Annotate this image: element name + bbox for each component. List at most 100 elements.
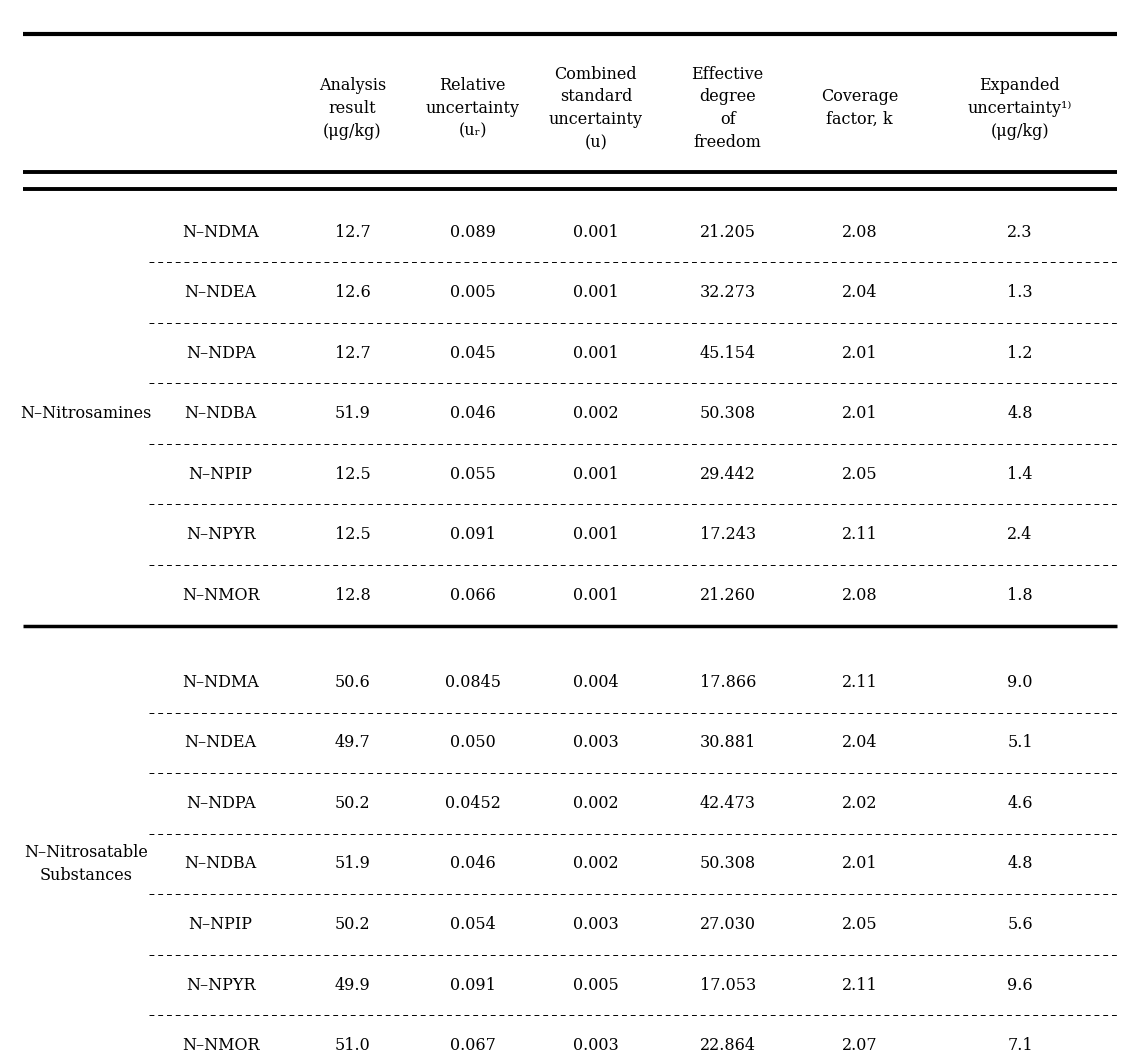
Text: N–NDMA: N–NDMA [182, 673, 259, 691]
Text: Analysis
result
(μg/kg): Analysis result (μg/kg) [319, 76, 386, 140]
Text: 17.866: 17.866 [699, 673, 756, 691]
Text: 0.050: 0.050 [450, 734, 495, 752]
Text: 51.9: 51.9 [335, 855, 370, 873]
Text: 12.6: 12.6 [335, 284, 370, 302]
Text: 2.11: 2.11 [841, 526, 878, 544]
Text: 0.003: 0.003 [573, 734, 619, 752]
Text: 45.154: 45.154 [700, 344, 755, 362]
Text: 4.8: 4.8 [1007, 855, 1033, 873]
Text: 1.3: 1.3 [1007, 284, 1033, 302]
Text: 0.046: 0.046 [450, 855, 495, 873]
Text: 17.243: 17.243 [700, 526, 755, 544]
Text: 0.005: 0.005 [573, 976, 619, 994]
Text: N–NMOR: N–NMOR [182, 1037, 259, 1055]
Text: N–NDPA: N–NDPA [186, 344, 256, 362]
Text: 1.2: 1.2 [1007, 344, 1033, 362]
Text: N–NMOR: N–NMOR [182, 586, 259, 604]
Text: 0.003: 0.003 [573, 915, 619, 933]
Text: 0.002: 0.002 [573, 794, 619, 812]
Text: 51.0: 51.0 [335, 1037, 370, 1055]
Text: 30.881: 30.881 [699, 734, 756, 752]
Text: 2.04: 2.04 [842, 734, 877, 752]
Text: 32.273: 32.273 [700, 284, 755, 302]
Text: N–NPYR: N–NPYR [186, 526, 256, 544]
Text: 2.08: 2.08 [841, 586, 878, 604]
Text: Combined
standard
uncertainty
(u): Combined standard uncertainty (u) [549, 66, 643, 151]
Text: 51.9: 51.9 [335, 405, 370, 423]
Text: 2.07: 2.07 [841, 1037, 878, 1055]
Text: 2.01: 2.01 [841, 405, 878, 423]
Text: 0.002: 0.002 [573, 855, 619, 873]
Text: 12.7: 12.7 [335, 223, 370, 241]
Text: 0.001: 0.001 [573, 465, 619, 483]
Text: 0.001: 0.001 [573, 223, 619, 241]
Text: 2.05: 2.05 [841, 465, 878, 483]
Text: 0.005: 0.005 [450, 284, 495, 302]
Text: 2.08: 2.08 [841, 223, 878, 241]
Text: 9.0: 9.0 [1007, 673, 1033, 691]
Text: 2.05: 2.05 [841, 915, 878, 933]
Text: 49.7: 49.7 [335, 734, 370, 752]
Text: 0.0452: 0.0452 [445, 794, 501, 812]
Text: 0.091: 0.091 [449, 526, 496, 544]
Text: 50.2: 50.2 [335, 794, 370, 812]
Text: Relative
uncertainty
(uᵣ): Relative uncertainty (uᵣ) [425, 76, 520, 140]
Text: N–NPYR: N–NPYR [186, 976, 256, 994]
Text: N–NDEA: N–NDEA [185, 734, 257, 752]
Text: N–NPIP: N–NPIP [189, 465, 252, 483]
Text: 49.9: 49.9 [335, 976, 370, 994]
Text: 0.045: 0.045 [450, 344, 495, 362]
Text: N–NDBA: N–NDBA [185, 405, 257, 423]
Text: N–NDEA: N–NDEA [185, 284, 257, 302]
Text: 50.2: 50.2 [335, 915, 370, 933]
Text: 0.002: 0.002 [573, 405, 619, 423]
Text: 0.004: 0.004 [573, 673, 619, 691]
Text: 12.8: 12.8 [335, 586, 370, 604]
Text: 0.089: 0.089 [449, 223, 496, 241]
Text: 50.308: 50.308 [700, 405, 755, 423]
Text: 2.04: 2.04 [842, 284, 877, 302]
Text: 2.4: 2.4 [1007, 526, 1033, 544]
Text: 17.053: 17.053 [699, 976, 756, 994]
Text: Expanded
uncertainty¹⁾
(μg/kg): Expanded uncertainty¹⁾ (μg/kg) [967, 76, 1073, 140]
Text: 0.0845: 0.0845 [445, 673, 501, 691]
Text: 2.02: 2.02 [842, 794, 877, 812]
Text: 0.055: 0.055 [449, 465, 496, 483]
Text: 50.308: 50.308 [700, 855, 755, 873]
Text: 7.1: 7.1 [1007, 1037, 1033, 1055]
Text: 4.6: 4.6 [1007, 794, 1033, 812]
Text: 12.5: 12.5 [335, 465, 370, 483]
Text: 21.205: 21.205 [700, 223, 755, 241]
Text: 2.11: 2.11 [841, 673, 878, 691]
Text: N–NDBA: N–NDBA [185, 855, 257, 873]
Text: 1.4: 1.4 [1007, 465, 1033, 483]
Text: 0.091: 0.091 [449, 976, 496, 994]
Text: 2.3: 2.3 [1007, 223, 1033, 241]
Text: 2.01: 2.01 [841, 855, 878, 873]
Text: 22.864: 22.864 [700, 1037, 755, 1055]
Text: 12.5: 12.5 [335, 526, 370, 544]
Text: Effective
degree
of
freedom: Effective degree of freedom [691, 66, 764, 151]
Text: 5.1: 5.1 [1007, 734, 1033, 752]
Text: 0.054: 0.054 [450, 915, 495, 933]
Text: N–NDMA: N–NDMA [182, 223, 259, 241]
Text: 50.6: 50.6 [335, 673, 370, 691]
Text: 2.01: 2.01 [841, 344, 878, 362]
Text: 29.442: 29.442 [700, 465, 755, 483]
Text: N–NPIP: N–NPIP [189, 915, 252, 933]
Text: N–Nitrosamines: N–Nitrosamines [21, 405, 151, 423]
Text: 0.003: 0.003 [573, 1037, 619, 1055]
Text: 9.6: 9.6 [1007, 976, 1033, 994]
Text: N–NDPA: N–NDPA [186, 794, 256, 812]
Text: 27.030: 27.030 [700, 915, 755, 933]
Text: 2.11: 2.11 [841, 976, 878, 994]
Text: 4.8: 4.8 [1007, 405, 1033, 423]
Text: 1.8: 1.8 [1007, 586, 1033, 604]
Text: Coverage
factor, k: Coverage factor, k [821, 88, 898, 129]
Text: N–Nitrosatable
Substances: N–Nitrosatable Substances [24, 844, 148, 884]
Text: 0.046: 0.046 [450, 405, 495, 423]
Text: 12.7: 12.7 [335, 344, 370, 362]
Text: 21.260: 21.260 [700, 586, 755, 604]
Text: 0.001: 0.001 [573, 586, 619, 604]
Text: 0.001: 0.001 [573, 344, 619, 362]
